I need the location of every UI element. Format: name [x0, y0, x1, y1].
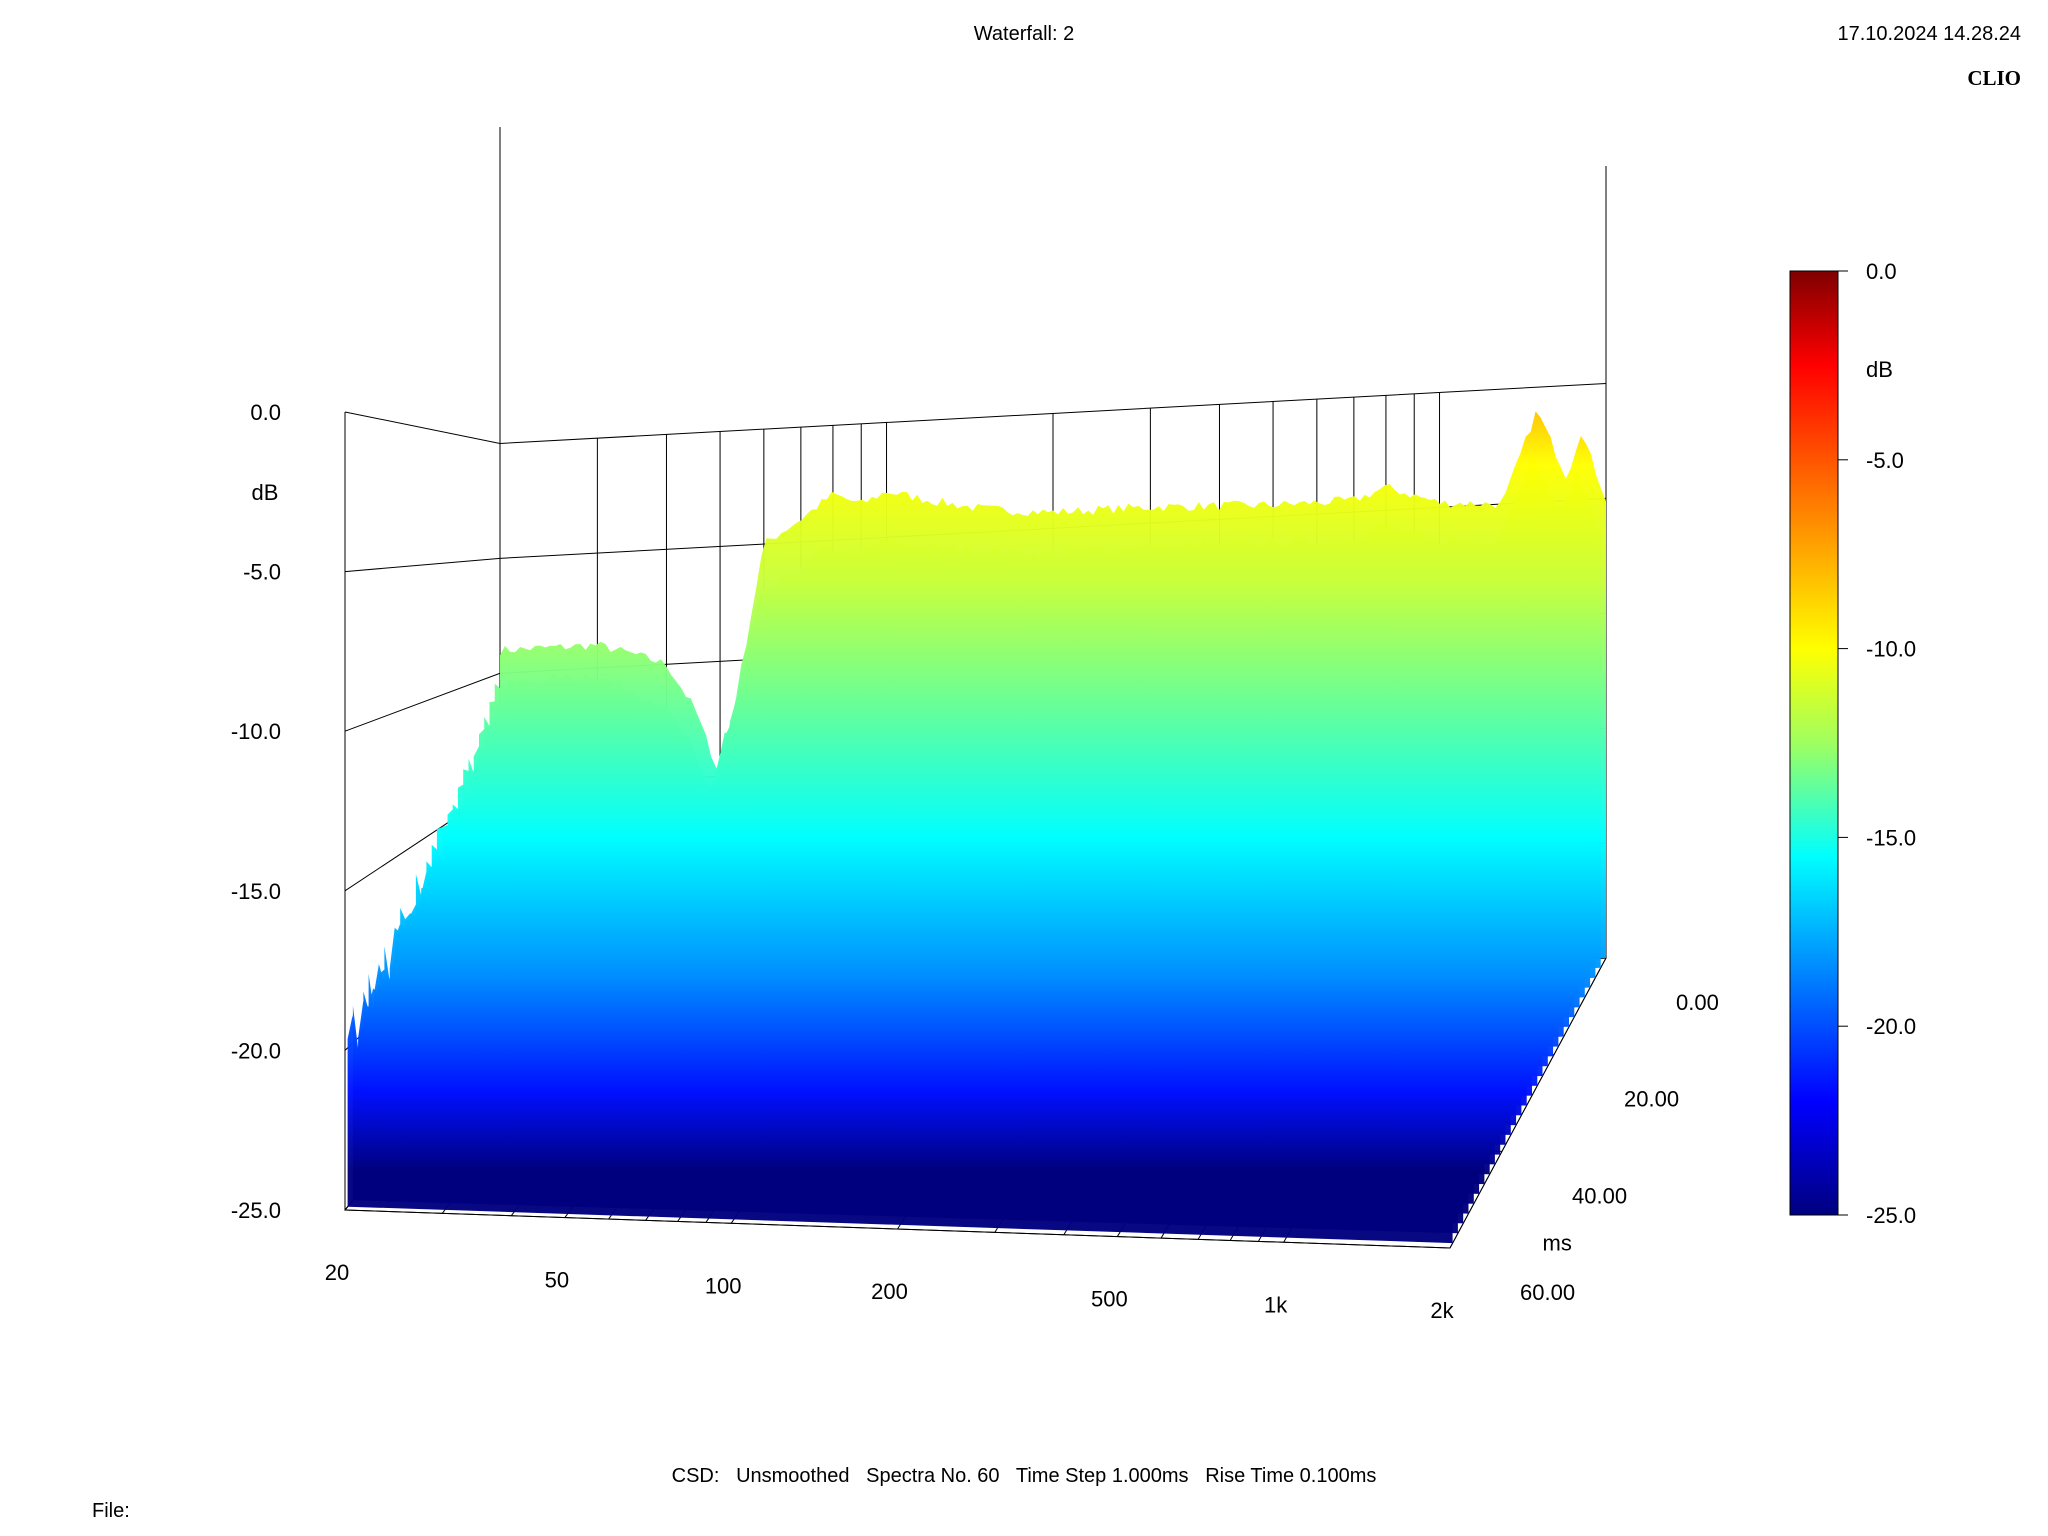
z-axis-label: dB	[252, 480, 279, 505]
x-tick-label: 500	[1091, 1287, 1128, 1312]
brand-logo: CLIO	[1967, 66, 2021, 90]
grid-line-time	[344, 1209, 1451, 1249]
z-tick-label: -15.0	[231, 879, 281, 904]
axis-labels: 0.0 -5.0 -10.0 -15.0 -20.0 -25.0 dB 20 50 100 200 5…	[231, 400, 1719, 1323]
colorbar-tick-label: 0.0	[1866, 259, 1897, 284]
grid-line-db	[344, 382, 1607, 444]
colorbar-tick-label: -15.0	[1866, 825, 1916, 850]
z-tick-label: -25.0	[231, 1198, 281, 1223]
waterfall-surface	[347, 411, 1606, 1244]
colorbar-tick-label: -10.0	[1866, 637, 1916, 662]
colorbar	[1789, 270, 1839, 1216]
x-tick-label: 200	[871, 1279, 908, 1304]
x-tick-label: 20	[325, 1260, 349, 1285]
y-axis-label: ms	[1543, 1231, 1572, 1256]
x-tick-label: 2k	[1430, 1298, 1454, 1323]
footer-settings: CSD: Unsmoothed Spectra No. 60 Time Step…	[671, 1465, 1377, 1487]
colorbar-tick-label: -25.0	[1866, 1203, 1916, 1228]
y-tick-label: 20.00	[1624, 1087, 1679, 1112]
z-tick-label: 0.0	[250, 400, 281, 425]
colorbar-tick-label: -5.0	[1866, 448, 1904, 473]
file-label: File:	[92, 1500, 130, 1522]
x-tick-label: 100	[705, 1273, 742, 1298]
x-tick-label: 1k	[1264, 1292, 1288, 1317]
spectrum-slice	[347, 876, 1453, 1244]
chart-title: Waterfall: 2	[973, 23, 1075, 45]
timestamp: 17.10.2024 14.28.24	[1837, 23, 2021, 45]
colorbar-label: dB	[1866, 357, 1893, 382]
y-tick-label: 0.00	[1676, 990, 1719, 1015]
z-tick-label: -5.0	[243, 560, 281, 585]
x-tick-label: 50	[545, 1268, 569, 1293]
y-tick-label: 60.00	[1520, 1280, 1575, 1305]
colorbar-tick-label: -20.0	[1866, 1014, 1916, 1039]
y-tick-label: 40.00	[1572, 1183, 1627, 1208]
z-tick-label: -10.0	[231, 719, 281, 744]
colorbar-ticks: 0.0 -5.0 -10.0 -15.0 -20.0 -25.0 dB	[1838, 259, 1916, 1228]
z-tick-label: -20.0	[231, 1038, 281, 1063]
